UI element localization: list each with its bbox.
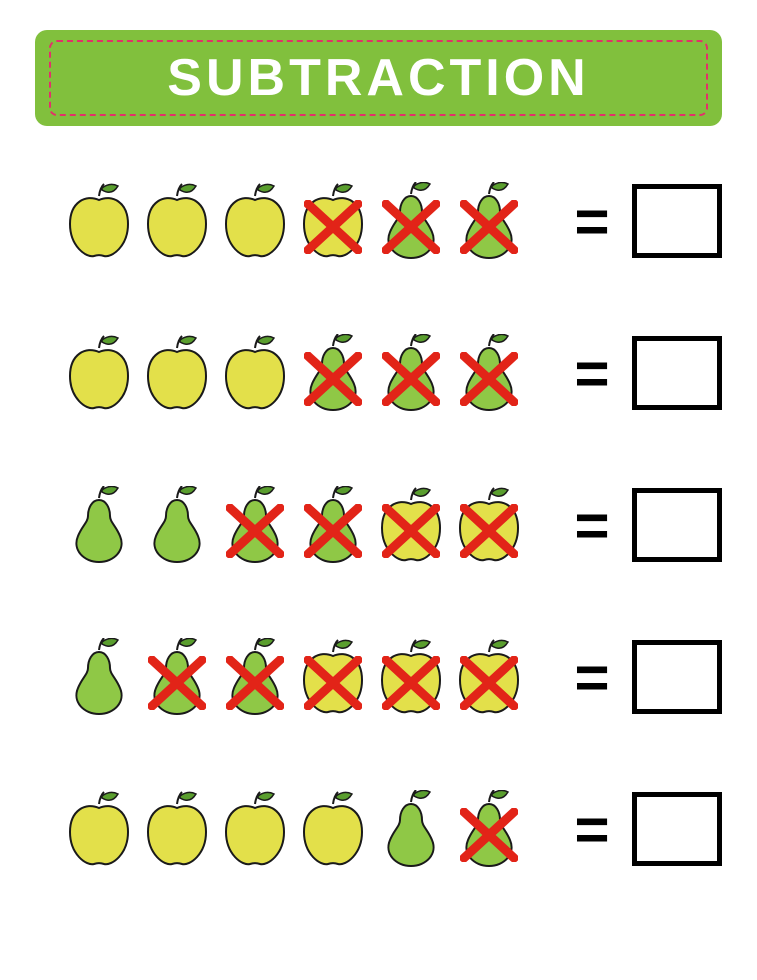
equals-sign: = [562,795,622,864]
equals-sign: = [562,339,622,408]
pear-icon [376,334,446,412]
fruit-group [35,638,552,716]
answer-box[interactable] [632,792,722,866]
pear-icon [142,486,212,564]
apple-icon [454,638,524,716]
pear-icon [454,790,524,868]
title-banner: SUBTRACTION [35,30,722,126]
pear-icon [298,486,368,564]
worksheet-rows: = = [35,181,722,869]
pear-icon [64,486,134,564]
apple-icon [298,638,368,716]
pear-icon [220,638,290,716]
pear-icon [298,334,368,412]
problem-row: = [35,789,722,869]
apple-icon [64,182,134,260]
apple-icon [142,790,212,868]
fruit-group [35,182,552,260]
apple-icon [298,182,368,260]
apple-icon [220,182,290,260]
apple-icon [220,334,290,412]
apple-icon [64,334,134,412]
answer-box[interactable] [632,336,722,410]
fruit-group [35,334,552,412]
pear-icon [376,790,446,868]
apple-icon [220,790,290,868]
pear-icon [220,486,290,564]
pear-icon [454,334,524,412]
fruit-group [35,790,552,868]
problem-row: = [35,333,722,413]
problem-row: = [35,485,722,565]
pear-icon [376,182,446,260]
pear-icon [142,638,212,716]
apple-icon [142,182,212,260]
equals-sign: = [562,643,622,712]
pear-icon [454,182,524,260]
worksheet-title: SUBTRACTION [55,48,702,108]
apple-icon [376,486,446,564]
answer-box[interactable] [632,488,722,562]
apple-icon [298,790,368,868]
apple-icon [454,486,524,564]
apple-icon [64,790,134,868]
answer-box[interactable] [632,184,722,258]
answer-box[interactable] [632,640,722,714]
problem-row: = [35,637,722,717]
apple-icon [142,334,212,412]
problem-row: = [35,181,722,261]
equals-sign: = [562,187,622,256]
fruit-group [35,486,552,564]
pear-icon [64,638,134,716]
apple-icon [376,638,446,716]
equals-sign: = [562,491,622,560]
